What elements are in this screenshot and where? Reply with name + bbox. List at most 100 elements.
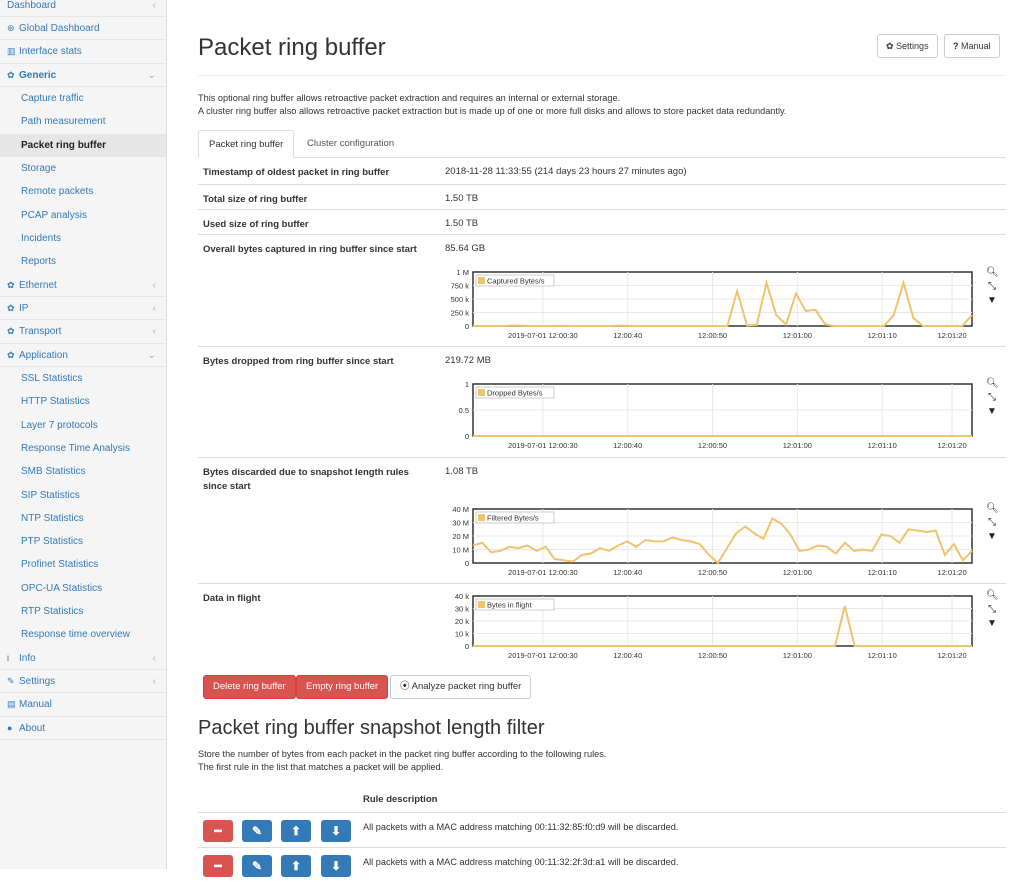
legend-box bbox=[475, 386, 555, 399]
rule-description: All packets with a MAC address matching … bbox=[363, 857, 679, 867]
remove-rule-button[interactable]: ━ bbox=[203, 855, 233, 877]
sidebar-item-capture-traffic[interactable]: Capture traffic bbox=[0, 87, 166, 110]
intro-text: This optional ring buffer allows retroac… bbox=[198, 93, 787, 116]
chevron-left-icon: ‹ bbox=[152, 326, 156, 338]
settings-button[interactable]: ✿ Settings bbox=[877, 34, 938, 58]
gear-icon: ✿ bbox=[7, 279, 15, 290]
filtered-bytes-chart[interactable]: 2019-07-01 12:00:30 12:00:40 12:00:50 12:01… bbox=[426, 503, 974, 579]
empty-ring-buffer-button[interactable]: Empty ring buffer bbox=[296, 675, 389, 699]
compress-icon[interactable]: ⤡ bbox=[988, 604, 996, 615]
sidebar-item-ip[interactable]: ✿ IP ‹ bbox=[0, 297, 166, 321]
sidebar-item-smb-statistics[interactable]: SMB Statistics bbox=[0, 460, 166, 483]
sidebar-item-label: SSL Statistics bbox=[21, 373, 83, 385]
sidebar-item-interface-stats[interactable]: ▥ Interface stats bbox=[0, 40, 166, 64]
compress-icon[interactable]: ⤡ bbox=[988, 392, 996, 403]
sidebar-item-layer7-protocols[interactable]: Layer 7 protocols bbox=[0, 414, 166, 437]
caret-down-icon[interactable]: ▼ bbox=[987, 295, 997, 306]
x-tick-label: 12:01:00 bbox=[783, 441, 812, 450]
chevron-down-icon: ⌄ bbox=[147, 349, 156, 361]
legend-box bbox=[475, 274, 555, 287]
chevron-left-icon: ‹ bbox=[152, 302, 156, 314]
bytes-in-flight-chart[interactable]: 2019-07-01 12:00:30 12:00:40 12:00:50 12:01… bbox=[426, 590, 974, 662]
sidebar-item-global-dashboard[interactable]: ⊛ Global Dashboard bbox=[0, 17, 166, 41]
search-icon[interactable]: 🔍︎ bbox=[986, 590, 999, 601]
book-icon: ▤ bbox=[7, 699, 16, 710]
dashboard-icon: ⊛ bbox=[7, 23, 15, 33]
sidebar-item-label: Response time overview bbox=[21, 629, 130, 641]
sidebar-item-opcua-statistics[interactable]: OPC-UA Statistics bbox=[0, 577, 166, 600]
sidebar-item-pcap-analysis[interactable]: PCAP analysis bbox=[0, 204, 166, 227]
edit-rule-button[interactable]: ✎ bbox=[242, 820, 272, 842]
sidebar-item-path-measurement[interactable]: Path measurement bbox=[0, 110, 166, 133]
tab-packet-ring-buffer[interactable]: Packet ring buffer bbox=[198, 130, 295, 158]
x-tick-label: 12:01:20 bbox=[937, 441, 966, 450]
tab-cluster-configuration[interactable]: Cluster configuration bbox=[307, 138, 395, 149]
move-down-button[interactable]: ⬇ bbox=[321, 855, 351, 877]
sidebar-item-storage[interactable]: Storage bbox=[0, 157, 166, 180]
sidebar-item-info[interactable]: i Info ‹ bbox=[0, 647, 166, 671]
sidebar-item-label: Capture traffic bbox=[21, 93, 84, 105]
sidebar-item-label: SIP Statistics bbox=[21, 489, 80, 501]
x-tick-label: 12:00:40 bbox=[613, 331, 642, 340]
sidebar-item-ssl-statistics[interactable]: SSL Statistics bbox=[0, 367, 166, 390]
sidebar-item-transport[interactable]: ✿ Transport ‹ bbox=[0, 320, 166, 344]
sidebar-item-label: Storage bbox=[21, 163, 57, 175]
search-icon[interactable]: 🔍︎ bbox=[986, 503, 999, 514]
sidebar-item-response-time-analysis[interactable]: Response Time Analysis bbox=[0, 437, 166, 460]
sidebar-item-label: OPC-UA Statistics bbox=[21, 582, 103, 594]
sidebar-item-ntp-statistics[interactable]: NTP Statistics bbox=[0, 507, 166, 530]
sidebar-item-generic[interactable]: ✿ Generic ⌄ bbox=[0, 64, 166, 88]
sidebar-item-profinet-statistics[interactable]: Profinet Statistics bbox=[0, 553, 166, 576]
sidebar-item-application[interactable]: ✿ Application ⌄ bbox=[0, 344, 166, 368]
search-icon[interactable]: 🔍︎ bbox=[986, 267, 999, 278]
sidebar-item-label: RTP Statistics bbox=[21, 606, 84, 618]
x-tick-label: 12:01:10 bbox=[868, 651, 897, 660]
sidebar-item-ethernet[interactable]: ✿ Ethernet ‹ bbox=[0, 274, 166, 297]
sidebar-item-reports[interactable]: Reports bbox=[0, 250, 166, 273]
legend-label: Dropped Bytes/s bbox=[487, 389, 543, 398]
move-up-button[interactable]: ⬆ bbox=[281, 855, 311, 877]
delete-ring-buffer-button[interactable]: Delete ring buffer bbox=[203, 675, 296, 699]
sidebar-item-about[interactable]: ● About bbox=[0, 717, 166, 741]
compress-icon[interactable]: ⤡ bbox=[988, 281, 996, 292]
sidebar-item-response-time-overview[interactable]: Response time overview bbox=[0, 623, 166, 646]
caret-down-icon[interactable]: ▼ bbox=[987, 531, 997, 542]
sidebar-item-ptp-statistics[interactable]: PTP Statistics bbox=[0, 530, 166, 553]
dropped-bytes-chart[interactable]: 2019-07-01 12:00:30 12:00:40 12:00:50 12:01… bbox=[426, 378, 974, 452]
caret-down-icon[interactable]: ▼ bbox=[987, 406, 997, 417]
move-up-button[interactable]: ⬆ bbox=[281, 820, 311, 842]
remove-rule-button[interactable]: ━ bbox=[203, 820, 233, 842]
search-icon[interactable]: 🔍︎ bbox=[986, 378, 999, 389]
analyze-ring-buffer-button[interactable]: ⦿ Analyze packet ring buffer bbox=[390, 675, 532, 699]
x-tick-label: 2019-07-01 12:00:30 bbox=[508, 568, 578, 577]
compress-icon[interactable]: ⤡ bbox=[988, 517, 996, 528]
sidebar-item-remote-packets[interactable]: Remote packets bbox=[0, 180, 166, 203]
sidebar-item-packet-ring-buffer[interactable]: Packet ring buffer bbox=[0, 133, 166, 158]
y-tick-label: 0 bbox=[465, 432, 469, 441]
sidebar-item-rtp-statistics[interactable]: RTP Statistics bbox=[0, 600, 166, 623]
sidebar-item-sip-statistics[interactable]: SIP Statistics bbox=[0, 484, 166, 507]
move-down-button[interactable]: ⬇ bbox=[321, 820, 351, 842]
snapshot-section-title: Packet ring buffer snapshot length filte… bbox=[198, 717, 545, 739]
sidebar-item-label: SMB Statistics bbox=[21, 466, 86, 478]
legend-swatch bbox=[478, 514, 485, 521]
sidebar-item-label: PCAP analysis bbox=[21, 209, 87, 221]
gear-icon: ✿ bbox=[7, 326, 15, 337]
captured-bytes-chart[interactable]: 2019-07-01 12:00:30 12:00:40 12:00:50 12:01… bbox=[426, 266, 974, 342]
edit-rule-button[interactable]: ✎ bbox=[242, 855, 272, 877]
sidebar-item-dashboard[interactable]: Dashboard ‹ bbox=[0, 0, 166, 17]
x-tick-label: 12:00:50 bbox=[698, 651, 727, 660]
sidebar-item-incidents[interactable]: Incidents bbox=[0, 227, 166, 250]
manual-button[interactable]: ? Manual bbox=[944, 34, 1000, 58]
row-bytes-discarded: Bytes discarded due to snapshot length r… bbox=[198, 458, 1006, 584]
legend-label: Filtered Bytes/s bbox=[487, 514, 539, 523]
legend-box bbox=[475, 511, 555, 524]
x-tick-label: 12:00:40 bbox=[613, 441, 642, 450]
page-title: Packet ring buffer bbox=[198, 34, 386, 61]
sidebar-item-http-statistics[interactable]: HTTP Statistics bbox=[0, 390, 166, 413]
caret-down-icon[interactable]: ▼ bbox=[987, 618, 997, 629]
x-tick-label: 12:00:50 bbox=[698, 568, 727, 577]
chevron-left-icon: ‹ bbox=[152, 279, 156, 291]
sidebar-item-manual[interactable]: ▤ Manual bbox=[0, 693, 166, 717]
sidebar-item-settings[interactable]: ✎ Settings ‹ bbox=[0, 670, 166, 694]
